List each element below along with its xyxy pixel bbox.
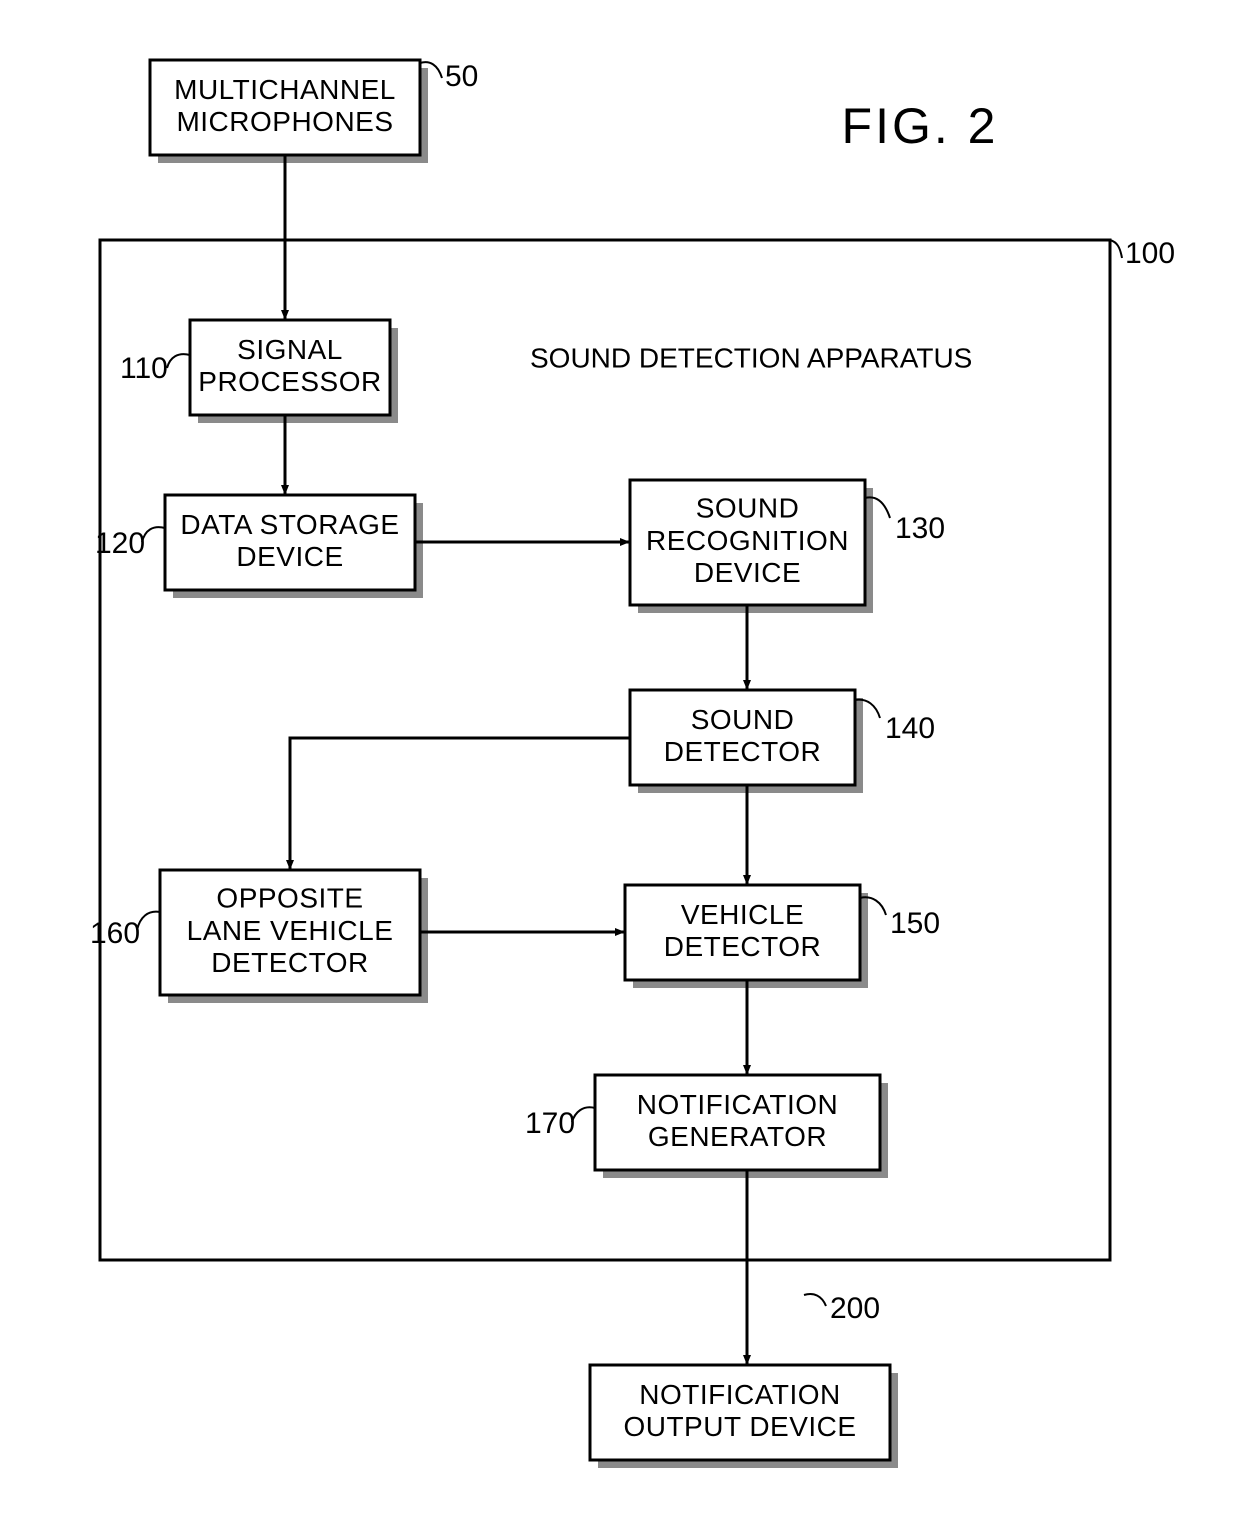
box-vdetect-label-0: VEHICLE (681, 899, 804, 930)
box-recog-label-0: SOUND (696, 493, 800, 524)
diagram-canvas: SOUND DETECTION APPARATUS 100 FIG. 2 MULTIC… (0, 0, 1240, 1527)
box-notifout-label-1: OUTPUT DEVICE (623, 1411, 856, 1442)
box-sigproc-label-1: PROCESSOR (198, 366, 381, 397)
box-notifgen-label-0: NOTIFICATION (637, 1089, 838, 1120)
ref-vdetect: 150 (890, 907, 940, 940)
box-sdetect-label-1: DETECTOR (664, 736, 822, 767)
box-opplane-label-1: LANE VEHICLE (187, 915, 394, 946)
ref-recog: 130 (895, 512, 945, 545)
connector-sdetect-to-opplane (290, 738, 630, 870)
box-recog-label-1: RECOGNITION (646, 525, 849, 556)
figure-title: FIG. 2 (842, 98, 999, 154)
container-title: SOUND DETECTION APPARATUS (530, 342, 972, 373)
ref-notifout: 200 (830, 1292, 880, 1325)
ref-notifgen: 170 (525, 1107, 575, 1140)
box-opplane-label-0: OPPOSITE (216, 883, 363, 914)
ref-mics: 50 (445, 60, 478, 93)
box-vdetect-label-1: DETECTOR (664, 931, 822, 962)
box-sigproc-label-0: SIGNAL (237, 334, 343, 365)
box-notifout-label-0: NOTIFICATION (639, 1379, 840, 1410)
leader-notifgen (572, 1107, 595, 1122)
leader-sigproc (167, 354, 190, 368)
box-storage-label-1: DEVICE (236, 541, 343, 572)
box-notifgen-label-1: GENERATOR (648, 1121, 827, 1152)
leader-storage (142, 527, 165, 542)
ref-storage: 120 (95, 527, 145, 560)
box-opplane-label-2: DETECTOR (211, 947, 369, 978)
ref-sigproc: 110 (120, 352, 168, 385)
box-recog-label-2: DEVICE (694, 557, 801, 588)
ref-sdetect: 140 (885, 712, 935, 745)
ref-100: 100 (1125, 237, 1175, 270)
leader-100 (1110, 240, 1122, 258)
box-sdetect-label-0: SOUND (691, 704, 795, 735)
box-mics-label-1: MICROPHONES (176, 106, 393, 137)
ref-opplane: 160 (90, 917, 140, 950)
box-mics-label-0: MULTICHANNEL (174, 74, 396, 105)
leader-opplane (137, 912, 160, 930)
leader-notifout (804, 1294, 826, 1306)
box-storage-label-0: DATA STORAGE (180, 509, 399, 540)
